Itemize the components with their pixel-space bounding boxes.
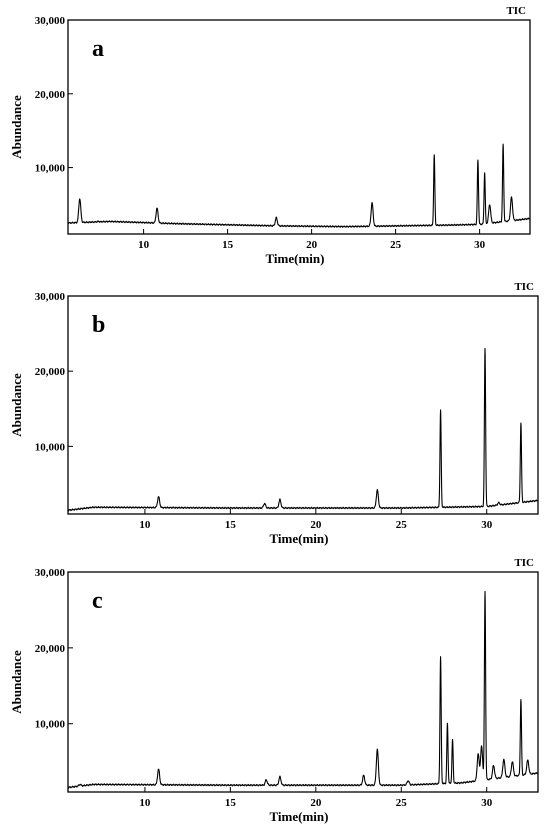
x-tick-label: 15 xyxy=(225,797,237,809)
x-tick-label: 25 xyxy=(396,797,408,809)
y-tick-label: 30,000 xyxy=(35,15,66,27)
panel-letter: a xyxy=(92,36,104,62)
x-tick-label: 10 xyxy=(139,797,151,809)
x-tick-label: 30 xyxy=(481,797,493,809)
x-tick-label: 15 xyxy=(225,519,237,531)
plot-frame xyxy=(67,19,531,235)
y-tick-label: 20,000 xyxy=(35,366,66,378)
tic-label: TIC xyxy=(514,557,534,569)
x-axis-title: Time(min) xyxy=(266,251,325,266)
x-tick-label: 20 xyxy=(310,797,322,809)
tic-label: TIC xyxy=(506,5,526,17)
y-tick-label: 10,000 xyxy=(35,719,66,731)
x-axis-title: Time(min) xyxy=(270,531,329,546)
plot-frame xyxy=(67,295,539,515)
plot-frame xyxy=(67,571,539,793)
y-axis-title: Abundance xyxy=(9,650,24,714)
chart-panel-b: 10 15 20 25 30 10,000 20,000 30,000 Time(min) Abu… xyxy=(9,281,539,546)
y-tick-label: 10,000 xyxy=(35,163,66,175)
x-tick-label: 20 xyxy=(310,519,322,531)
x-axis-title: Time(min) xyxy=(270,809,329,824)
tic-trace xyxy=(67,143,531,228)
x-tick-label: 30 xyxy=(481,519,493,531)
panel-letter: c xyxy=(92,588,103,614)
y-tick-label: 30,000 xyxy=(35,567,66,579)
x-tick-label: 30 xyxy=(474,239,486,251)
y-axis-title: Abundance xyxy=(9,373,24,437)
y-tick-label: 30,000 xyxy=(35,291,66,303)
x-tick-label: 10 xyxy=(138,239,150,251)
y-tick-label: 20,000 xyxy=(35,89,66,101)
x-tick-label: 25 xyxy=(390,239,402,251)
y-axis-title: Abundance xyxy=(9,95,24,159)
x-tick-label: 10 xyxy=(139,519,151,531)
chart-panel-c: 10 15 20 25 30 10,000 20,000 30,000 Time(min) Abu… xyxy=(9,557,539,824)
tic-trace xyxy=(67,347,539,512)
panel-letter: b xyxy=(92,312,105,338)
tic-trace xyxy=(67,590,539,789)
tic-label: TIC xyxy=(514,281,534,293)
y-tick-label: 20,000 xyxy=(35,643,66,655)
y-tick-label: 10,000 xyxy=(35,441,66,453)
x-tick-label: 25 xyxy=(396,519,408,531)
x-tick-label: 15 xyxy=(222,239,234,251)
x-tick-label: 20 xyxy=(306,239,318,251)
chart-panel-a: 10 15 20 25 30 10,000 20,000 30,000 Time(min) Abu… xyxy=(9,5,531,266)
